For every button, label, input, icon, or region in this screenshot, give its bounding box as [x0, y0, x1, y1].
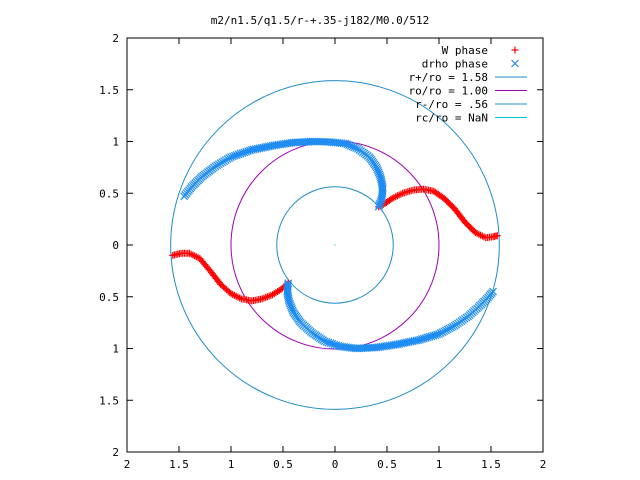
w-phase-point [388, 194, 396, 202]
w-phase-point [493, 232, 501, 240]
drho-phase-point [489, 287, 498, 296]
y-tick-label: 0.5 [99, 187, 119, 200]
x-tick-label: 1.5 [481, 458, 501, 471]
legend-label-r-ro-1-58: r+/ro = 1.58 [409, 71, 488, 84]
w-phase-point [169, 251, 177, 259]
y-tick-label: 0.5 [99, 291, 119, 304]
circle-r-0_56 [276, 186, 394, 304]
y-tick-label: 1 [112, 136, 119, 149]
x-tick-label: 0.5 [377, 458, 397, 471]
data-markers [169, 137, 501, 353]
x-tick-label: 2 [124, 458, 131, 471]
legend-label-w-phase: W phase [442, 44, 488, 57]
legend-marker-drho-phase [511, 59, 519, 68]
x-tick-label: 0.5 [273, 458, 293, 471]
y-tick-label: 2 [112, 32, 119, 45]
y-tick-label: 0 [112, 239, 119, 252]
legend-label-ro-ro-1-00: ro/ro = 1.00 [409, 85, 488, 98]
x-tick-label: 1 [228, 458, 235, 471]
y-tick-label: 2 [112, 446, 119, 459]
legend-label-r-ro-56: r-/ro = .56 [415, 98, 488, 111]
y-tick-label: 1 [112, 343, 119, 356]
chart-title: m2/n1.5/q1.5/r-+.35-j182/M0.0/512 [211, 14, 430, 27]
x-tick-label: 1.5 [169, 458, 189, 471]
w-phase-point [270, 290, 278, 298]
circle-r-1_58 [170, 80, 500, 410]
legend-marker-w-phase [511, 46, 519, 54]
drho-phase-point [180, 192, 189, 201]
reference-circles [170, 80, 500, 410]
w-phase-point [260, 294, 268, 302]
plot-axes: 2 1.5 1 0.5 0 0.5 1 1.5 221.510.500.511.52 [99, 32, 546, 471]
x-tick-label: 0 [332, 458, 339, 471]
y-tick-label: 1.5 [99, 84, 119, 97]
x-tick-label: 1 [436, 458, 443, 471]
legend-label-drho-phase: drho phase [422, 58, 488, 71]
center-point [334, 244, 336, 246]
x-tick-label: 2 [540, 458, 547, 471]
legend-label-rc-ro-nan: rc/ro = NaN [415, 112, 488, 125]
y-tick-label: 1.5 [99, 394, 119, 407]
